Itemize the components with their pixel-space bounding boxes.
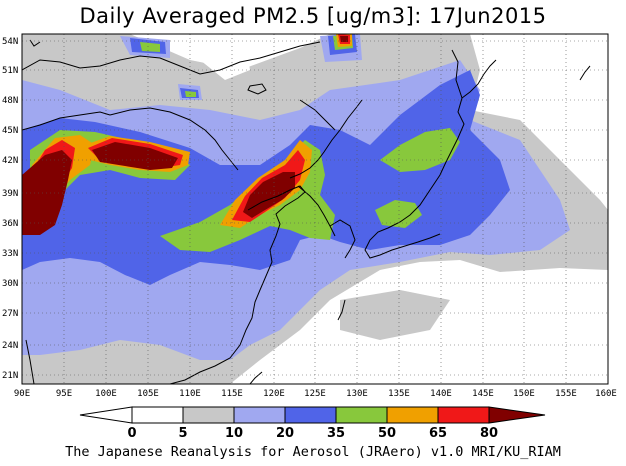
lat-label: 45N [2, 126, 18, 136]
lat-label: 30N [2, 279, 18, 289]
colorbar-segment [182, 406, 235, 424]
longitude-labels: 90E 95E 100E 105E 110E 115E 120E 125E 13… [14, 389, 617, 399]
grid-lines [22, 34, 608, 384]
lon-label: 95E [56, 389, 72, 399]
lon-label: 160E [595, 389, 617, 399]
lat-label: 36N [2, 219, 18, 229]
lon-label: 110E [179, 389, 201, 399]
lon-label: 145E [472, 389, 494, 399]
colorbar: 0 5 10 20 35 50 65 80 [79, 406, 546, 441]
colorbar-level: 20 [276, 426, 294, 441]
lat-label: 48N [2, 96, 18, 106]
footer-credit: The Japanese Reanalysis for Aerosol (JRA… [65, 444, 561, 460]
lon-label: 130E [346, 389, 368, 399]
lon-label: 100E [95, 389, 117, 399]
lat-label: 27N [2, 309, 18, 319]
lat-label: 24N [2, 341, 18, 351]
map-title: Daily Averaged PM2.5 [ug/m3]: 17Jun2015 [79, 4, 547, 28]
colorbar-level: 10 [225, 426, 243, 441]
colorbar-level: 35 [327, 426, 345, 441]
lat-label: 54N [2, 37, 18, 47]
lon-label: 150E [513, 389, 535, 399]
lon-label: 90E [14, 389, 30, 399]
colorbar-segment [386, 406, 439, 424]
pm25-field [22, 34, 608, 384]
lon-label: 120E [263, 389, 285, 399]
colorbar-level: 5 [178, 426, 187, 441]
lon-label: 135E [388, 389, 410, 399]
lon-label: 115E [221, 389, 243, 399]
colorbar-right-arrow [488, 406, 546, 424]
colorbar-segment [284, 406, 337, 424]
colorbar-level: 80 [480, 426, 498, 441]
lon-label: 105E [137, 389, 159, 399]
plot-frame [21, 33, 609, 385]
colorbar-left-arrow [79, 406, 133, 424]
colorbar-segment [233, 406, 286, 424]
colorbar-level: 50 [378, 426, 396, 441]
lon-label: 140E [430, 389, 452, 399]
colorbar-segment [437, 406, 490, 424]
colorbar-segment [335, 406, 388, 424]
lat-label: 51N [2, 66, 18, 76]
lon-label: 155E [555, 389, 577, 399]
lat-label: 33N [2, 249, 18, 259]
lat-label: 39N [2, 189, 18, 199]
colorbar-level: 0 [127, 426, 136, 441]
lon-label: 125E [304, 389, 326, 399]
colorbar-segment [131, 406, 184, 424]
lat-label: 42N [2, 156, 18, 166]
colorbar-level: 65 [429, 426, 447, 441]
coastlines [22, 39, 591, 384]
latitude-labels: 54N 51N 48N 45N 42N 39N 36N 33N 30N 27N … [2, 37, 18, 381]
lat-label: 21N [2, 371, 18, 381]
